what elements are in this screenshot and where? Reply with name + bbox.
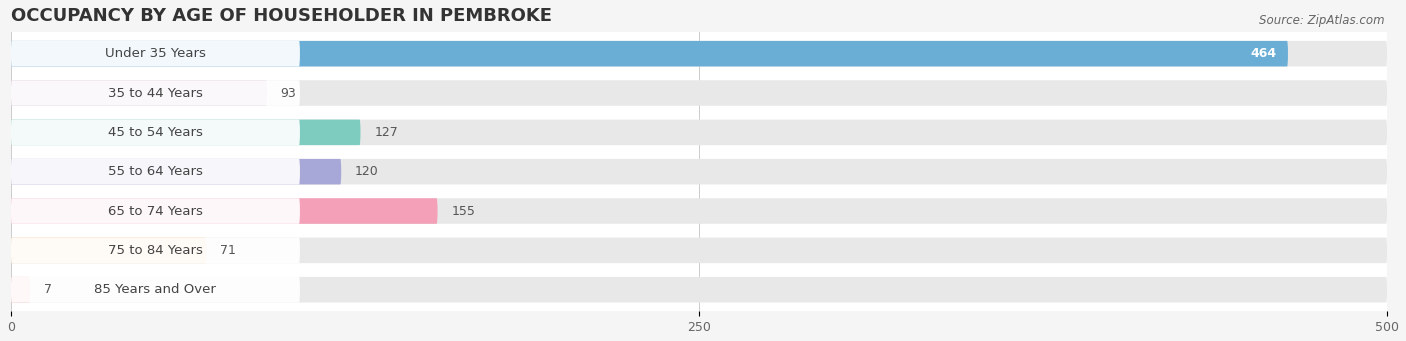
Text: 120: 120 (354, 165, 378, 178)
Text: 85 Years and Over: 85 Years and Over (94, 283, 217, 296)
FancyBboxPatch shape (11, 238, 299, 263)
Text: 55 to 64 Years: 55 to 64 Years (108, 165, 202, 178)
FancyBboxPatch shape (11, 120, 299, 145)
Text: 35 to 44 Years: 35 to 44 Years (108, 87, 202, 100)
Text: 7: 7 (44, 283, 52, 296)
FancyBboxPatch shape (11, 41, 299, 66)
FancyBboxPatch shape (11, 120, 1388, 145)
FancyBboxPatch shape (11, 238, 1388, 263)
FancyBboxPatch shape (11, 277, 299, 302)
Text: 93: 93 (281, 87, 297, 100)
Text: 155: 155 (451, 205, 475, 218)
FancyBboxPatch shape (11, 41, 1388, 66)
FancyBboxPatch shape (11, 238, 207, 263)
FancyBboxPatch shape (11, 120, 360, 145)
Text: 127: 127 (374, 126, 398, 139)
FancyBboxPatch shape (11, 198, 1388, 224)
Text: 45 to 54 Years: 45 to 54 Years (108, 126, 202, 139)
Text: OCCUPANCY BY AGE OF HOUSEHOLDER IN PEMBROKE: OCCUPANCY BY AGE OF HOUSEHOLDER IN PEMBR… (11, 7, 553, 25)
FancyBboxPatch shape (11, 159, 1388, 184)
FancyBboxPatch shape (11, 80, 1388, 106)
FancyBboxPatch shape (11, 80, 299, 106)
Text: Under 35 Years: Under 35 Years (105, 47, 205, 60)
Text: Source: ZipAtlas.com: Source: ZipAtlas.com (1260, 14, 1385, 27)
Text: 65 to 74 Years: 65 to 74 Years (108, 205, 202, 218)
Text: 464: 464 (1251, 47, 1277, 60)
FancyBboxPatch shape (11, 41, 1288, 66)
FancyBboxPatch shape (11, 80, 267, 106)
FancyBboxPatch shape (11, 277, 30, 302)
FancyBboxPatch shape (11, 159, 342, 184)
FancyBboxPatch shape (11, 277, 1388, 302)
FancyBboxPatch shape (11, 198, 437, 224)
Text: 75 to 84 Years: 75 to 84 Years (108, 244, 202, 257)
FancyBboxPatch shape (11, 198, 299, 224)
FancyBboxPatch shape (11, 159, 299, 184)
Text: 71: 71 (221, 244, 236, 257)
